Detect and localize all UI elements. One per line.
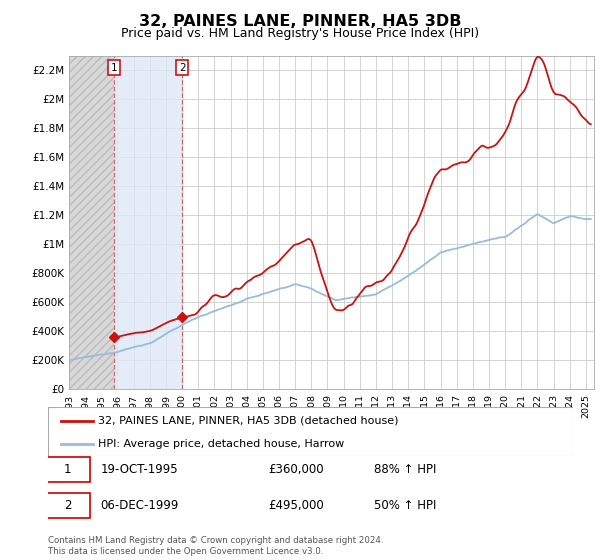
Text: 06-DEC-1999: 06-DEC-1999 xyxy=(101,498,179,512)
Bar xyxy=(69,56,114,389)
Text: 1: 1 xyxy=(64,463,71,477)
Text: 32, PAINES LANE, PINNER, HA5 3DB (detached house): 32, PAINES LANE, PINNER, HA5 3DB (detach… xyxy=(98,416,398,426)
Text: 1: 1 xyxy=(111,63,118,73)
Bar xyxy=(114,56,182,389)
Text: 2: 2 xyxy=(64,498,71,512)
Text: 50% ↑ HPI: 50% ↑ HPI xyxy=(373,498,436,512)
Text: Price paid vs. HM Land Registry's House Price Index (HPI): Price paid vs. HM Land Registry's House … xyxy=(121,27,479,40)
Text: Contains HM Land Registry data © Crown copyright and database right 2024.
This d: Contains HM Land Registry data © Crown c… xyxy=(48,536,383,556)
Text: £360,000: £360,000 xyxy=(269,463,324,477)
Text: 19-OCT-1995: 19-OCT-1995 xyxy=(101,463,178,477)
Text: 32, PAINES LANE, PINNER, HA5 3DB: 32, PAINES LANE, PINNER, HA5 3DB xyxy=(139,14,461,29)
Text: 88% ↑ HPI: 88% ↑ HPI xyxy=(373,463,436,477)
FancyBboxPatch shape xyxy=(46,458,90,482)
Text: 2: 2 xyxy=(179,63,185,73)
Text: £495,000: £495,000 xyxy=(269,498,324,512)
Text: HPI: Average price, detached house, Harrow: HPI: Average price, detached house, Harr… xyxy=(98,438,344,449)
FancyBboxPatch shape xyxy=(46,493,90,517)
